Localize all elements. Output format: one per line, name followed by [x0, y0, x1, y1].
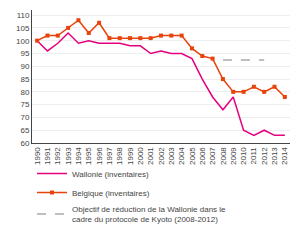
svg-text:75: 75: [20, 100, 29, 109]
svg-text:1991: 1991: [43, 147, 52, 165]
svg-text:2001: 2001: [146, 147, 155, 165]
svg-text:2010: 2010: [239, 147, 248, 165]
svg-text:1993: 1993: [64, 147, 73, 165]
svg-text:2014: 2014: [280, 147, 289, 165]
svg-text:1996: 1996: [95, 147, 104, 165]
svg-text:1994: 1994: [74, 147, 83, 165]
svg-text:2005: 2005: [188, 147, 197, 165]
svg-text:2002: 2002: [157, 147, 166, 165]
svg-text:Belgique (inventaires): Belgique (inventaires): [72, 189, 150, 198]
svg-text:1998: 1998: [115, 147, 124, 165]
svg-text:2012: 2012: [260, 147, 269, 165]
svg-text:2007: 2007: [208, 147, 217, 165]
svg-text:1999: 1999: [126, 147, 135, 165]
svg-text:2009: 2009: [229, 147, 238, 165]
svg-text:2008: 2008: [219, 147, 228, 165]
svg-text:2004: 2004: [177, 147, 186, 165]
svg-text:1990: 1990: [33, 147, 42, 165]
svg-text:2011: 2011: [249, 147, 258, 165]
svg-text:85: 85: [20, 75, 29, 84]
svg-text:1997: 1997: [105, 147, 114, 165]
svg-text:65: 65: [20, 126, 29, 135]
svg-text:100: 100: [16, 36, 30, 45]
svg-text:1995: 1995: [84, 147, 93, 165]
svg-text:80: 80: [20, 88, 29, 97]
svg-text:2013: 2013: [270, 147, 279, 165]
svg-text:Wallonie (inventaires): Wallonie (inventaires): [72, 170, 149, 179]
svg-text:70: 70: [20, 113, 29, 122]
svg-text:2003: 2003: [167, 147, 176, 165]
svg-text:90: 90: [20, 62, 29, 71]
svg-text:95: 95: [20, 49, 29, 58]
svg-text:2006: 2006: [198, 147, 207, 165]
svg-text:Objectif de réduction de la Wa: Objectif de réduction de la Wallonie dan…: [72, 205, 226, 224]
svg-text:105: 105: [16, 24, 30, 33]
svg-text:2000: 2000: [136, 147, 145, 165]
svg-text:60: 60: [20, 139, 29, 148]
svg-text:110: 110: [17, 11, 30, 20]
svg-text:1992: 1992: [53, 147, 62, 165]
